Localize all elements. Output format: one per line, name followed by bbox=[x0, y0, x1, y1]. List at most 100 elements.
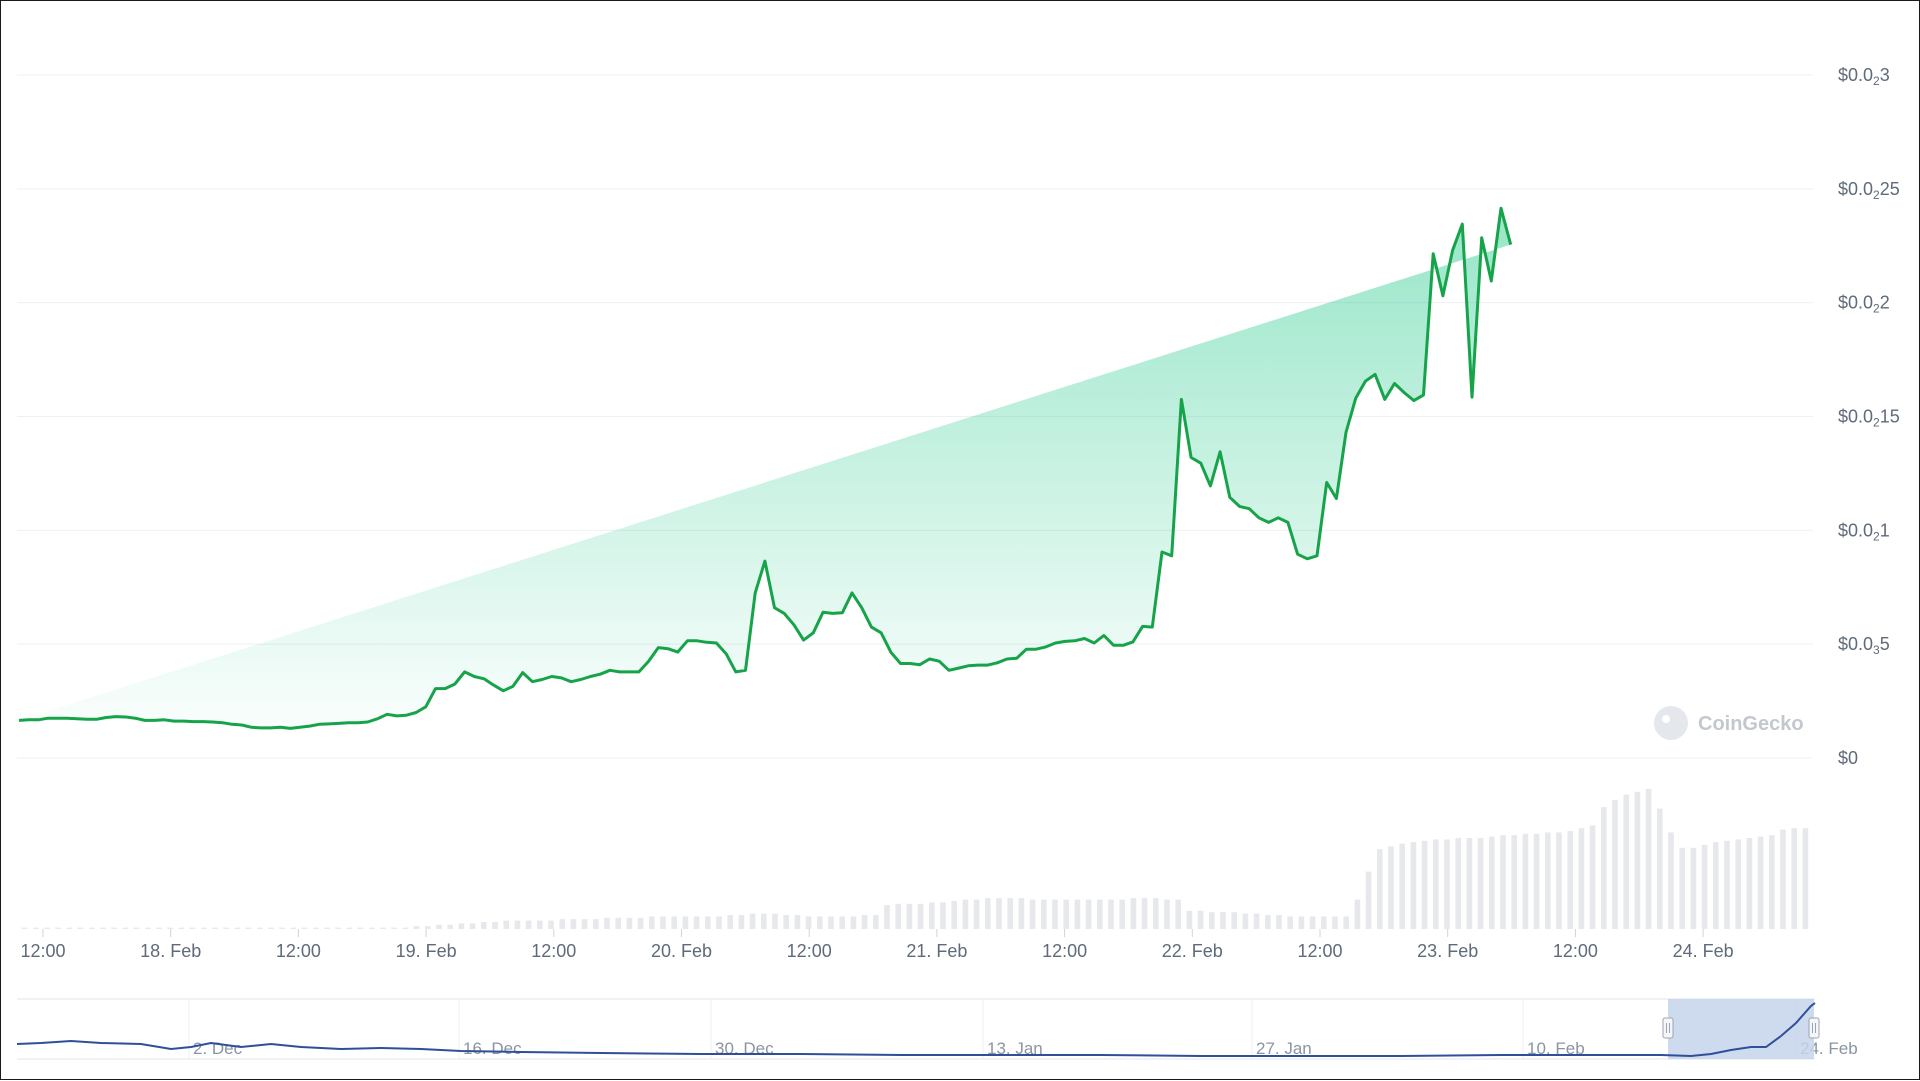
y-tick-label: $0 bbox=[1838, 748, 1858, 768]
volume-bar bbox=[817, 916, 823, 929]
volume-bar bbox=[1701, 845, 1708, 929]
x-tick-label: 18. Feb bbox=[140, 941, 201, 961]
volume-bar bbox=[1298, 916, 1305, 929]
volume-bar bbox=[1612, 800, 1618, 929]
volume-bar bbox=[693, 916, 700, 929]
volume-bar bbox=[1466, 838, 1473, 929]
x-tick-label: 21. Feb bbox=[906, 941, 967, 961]
volume-bar bbox=[906, 903, 913, 929]
volume-bar bbox=[1220, 912, 1226, 929]
volume-bar bbox=[257, 927, 263, 929]
navigator-line bbox=[16, 1002, 1816, 1058]
volume-bar bbox=[626, 917, 633, 929]
x-tick-label: 20. Feb bbox=[651, 941, 712, 961]
volume-bar bbox=[1601, 807, 1607, 929]
volume-bar bbox=[951, 901, 957, 929]
volume-bar bbox=[324, 927, 330, 929]
volume-bar bbox=[682, 916, 689, 929]
volume-bar bbox=[1321, 916, 1327, 929]
volume-bar bbox=[380, 927, 386, 929]
volume-bar bbox=[1533, 833, 1540, 929]
volume-bar bbox=[201, 927, 207, 929]
volume-bar bbox=[761, 913, 767, 929]
volume-bar bbox=[671, 916, 677, 929]
volume-bar bbox=[1567, 831, 1573, 929]
volume-bar bbox=[100, 927, 106, 929]
x-axis: 12:00 18. Feb 12:00 19. Feb 12:00 20. Feb 12:0… bbox=[20, 929, 1734, 961]
volume-bar bbox=[234, 927, 241, 929]
volume-bar bbox=[1153, 898, 1159, 929]
volume-bar bbox=[973, 899, 980, 929]
x-tick-label: 12:00 bbox=[1042, 941, 1087, 961]
volume-bar bbox=[1018, 898, 1025, 929]
volume-bar bbox=[537, 920, 543, 929]
volume-bar bbox=[245, 927, 252, 929]
volume-bar bbox=[1041, 899, 1047, 929]
volume-bar bbox=[873, 915, 879, 929]
volume-bar bbox=[1309, 916, 1316, 929]
coingecko-watermark: CoinGecko bbox=[1654, 706, 1804, 740]
volume-bar bbox=[357, 927, 364, 929]
navigator-handle-left[interactable] bbox=[1662, 1017, 1674, 1039]
volume-bar bbox=[805, 916, 812, 929]
volume-bar bbox=[481, 922, 487, 929]
y-axis: $0 $0.035 $0.021 $0.0215 $0.022 $0.0225 $0.023 bbox=[1838, 65, 1900, 768]
volume-bar bbox=[1690, 847, 1697, 929]
volume-bar bbox=[301, 927, 308, 929]
volume-bar bbox=[1354, 899, 1361, 929]
volume-bar bbox=[402, 927, 409, 929]
volume-bar bbox=[884, 905, 890, 929]
volume-bar bbox=[290, 927, 297, 929]
price-line bbox=[18, 206, 1513, 730]
volume-bar bbox=[212, 927, 218, 929]
volume-bar bbox=[279, 927, 285, 929]
price-area bbox=[18, 206, 1513, 730]
volume-bar bbox=[1713, 842, 1719, 929]
volume-bar bbox=[996, 898, 1002, 929]
volume-bar bbox=[1645, 789, 1652, 929]
volume-bar bbox=[548, 920, 554, 929]
volume-bar bbox=[1253, 913, 1260, 929]
volume-bar bbox=[1522, 833, 1529, 929]
volume-bar bbox=[1007, 898, 1013, 929]
volume-bar bbox=[593, 919, 599, 929]
x-tick-label: 12:00 bbox=[1553, 941, 1598, 961]
volume-bar bbox=[1063, 899, 1069, 929]
volume-bar bbox=[1500, 835, 1506, 929]
volume-bar bbox=[985, 898, 991, 929]
volume-bar bbox=[1769, 835, 1775, 929]
volume-bar bbox=[1074, 899, 1081, 929]
volume-bar bbox=[649, 916, 655, 929]
y-tick-label: $0.023 bbox=[1838, 65, 1890, 88]
volume-bar bbox=[1130, 898, 1137, 929]
volume-bar bbox=[1757, 836, 1764, 929]
range-navigator[interactable]: 2. Dec 16. Dec 30. Dec 13. Jan 27. Jan 10. Fe… bbox=[16, 998, 1858, 1060]
volume-bar bbox=[1668, 832, 1674, 929]
navigator-handle-right[interactable] bbox=[1808, 1017, 1820, 1039]
volume-bar bbox=[1455, 838, 1461, 929]
volume-bar bbox=[772, 913, 778, 929]
x-tick-label: 23. Feb bbox=[1417, 941, 1478, 961]
volume-bar bbox=[1029, 899, 1036, 929]
x-tick-label: 12:00 bbox=[787, 941, 832, 961]
volume-bar bbox=[940, 902, 946, 929]
volume-bar bbox=[1433, 839, 1439, 929]
volume-bar bbox=[122, 927, 129, 929]
volume-bar bbox=[55, 927, 61, 929]
navigator-tick-label: 27. Jan bbox=[1256, 1039, 1312, 1058]
volume-bar bbox=[1477, 838, 1484, 929]
volume-bar bbox=[1343, 916, 1349, 929]
volume-bar bbox=[1444, 839, 1450, 929]
volume-bar bbox=[178, 927, 185, 929]
volume-bar bbox=[1164, 899, 1170, 929]
volume-bar bbox=[335, 927, 341, 929]
volume-bar bbox=[1679, 847, 1685, 929]
volume-bar bbox=[167, 927, 173, 929]
volume-bar bbox=[1746, 838, 1753, 929]
volume-bar bbox=[1175, 899, 1181, 929]
volume-bar bbox=[1085, 899, 1092, 929]
volume-bar bbox=[133, 927, 140, 929]
volume-bar bbox=[525, 920, 532, 929]
x-tick-label: 22. Feb bbox=[1162, 941, 1223, 961]
